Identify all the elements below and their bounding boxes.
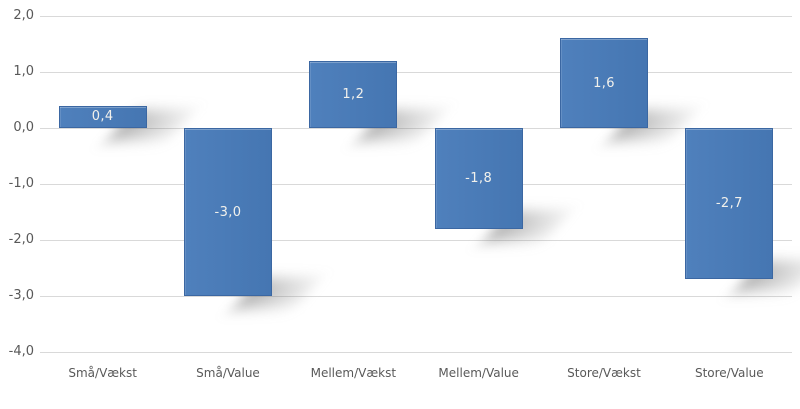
bar-Mellem/Value: -1,8 <box>434 128 571 242</box>
bar-fill: 0,4 <box>58 105 147 128</box>
y-axis-tick-label: 0,0 <box>13 120 34 135</box>
x-axis-category-label: Store/Value <box>694 366 764 380</box>
x-axis-category-label: Mellem/Value <box>438 366 519 380</box>
bar-fill: -1,8 <box>434 128 523 229</box>
x-axis-category-label: Store/Vækst <box>567 366 641 380</box>
x-axis-category-label: Små/Value <box>196 366 260 380</box>
bar-value-label: -1,8 <box>465 170 493 186</box>
y-axis-tick-label: -3,0 <box>8 288 34 303</box>
gridline <box>40 183 792 185</box>
bar-fill: 1,6 <box>560 38 648 128</box>
gridline <box>40 239 792 241</box>
bar-Mellem/Vækst: 1,2 <box>309 60 446 141</box>
gridline <box>40 351 792 353</box>
y-axis-tick-label: -4,0 <box>8 344 34 359</box>
bar-value-label: 1,6 <box>593 75 615 91</box>
bar-fill: 1,2 <box>309 60 398 128</box>
y-axis-tick-label: 1,0 <box>13 64 34 79</box>
bar-Små/Vækst: 0,4 <box>58 105 195 141</box>
bar-fill: -2,7 <box>685 128 774 280</box>
y-axis-tick-label: -1,0 <box>8 176 34 191</box>
x-axis-category-label: Mellem/Vækst <box>310 366 397 380</box>
bar-value-label: -3,0 <box>214 204 242 220</box>
bar-value-label: 0,4 <box>91 109 114 125</box>
gridline <box>40 295 792 297</box>
bar-Store/Value: -2,7 <box>685 128 800 293</box>
y-axis-tick-label: 2,0 <box>13 8 34 23</box>
bar-value-label: 1,2 <box>342 86 365 102</box>
bar-Store/Vækst: 1,6 <box>560 38 696 141</box>
bar-Små/Value: -3,0 <box>184 128 320 309</box>
bar-fill: -3,0 <box>184 128 272 296</box>
gridline <box>40 15 792 17</box>
bar-value-label: -2,7 <box>715 196 743 212</box>
y-axis-tick-label: -2,0 <box>8 232 34 247</box>
gridline <box>40 71 792 73</box>
x-axis-category-label: Små/Vækst <box>68 366 137 380</box>
